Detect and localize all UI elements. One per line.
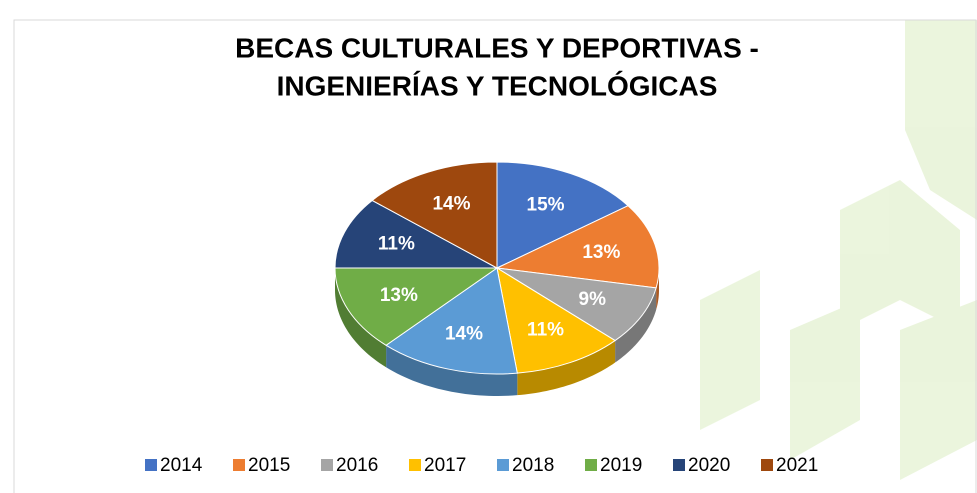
pie-slice <box>495 205 660 289</box>
legend-swatch <box>409 459 421 471</box>
legend-swatch <box>585 459 597 471</box>
data-label: 9% <box>579 289 607 310</box>
legend-label: 2021 <box>776 455 818 476</box>
data-label: 14% <box>445 324 483 345</box>
pie-slice <box>496 161 629 269</box>
pie-slice <box>334 199 498 269</box>
legend-label: 2017 <box>424 455 466 476</box>
legend-swatch <box>761 459 773 471</box>
data-label: 13% <box>582 242 620 263</box>
chart-border <box>13 19 977 493</box>
data-label: 14% <box>432 194 470 215</box>
chart-title: BECAS CULTURALES Y DEPORTIVAS - <box>235 32 759 63</box>
data-label: 13% <box>380 285 418 306</box>
pie-slice-side <box>615 287 657 363</box>
watermark <box>700 20 977 480</box>
data-label: 11% <box>378 233 415 254</box>
pie-slice <box>385 267 518 375</box>
legend-label: 2020 <box>688 455 730 476</box>
pie-slice <box>496 267 657 342</box>
pie-slice <box>371 161 498 269</box>
data-label: 15% <box>527 195 565 216</box>
legend-label: 2015 <box>248 455 290 476</box>
legend-swatch <box>497 459 509 471</box>
legend-label: 2018 <box>512 455 554 476</box>
pie-slice <box>496 266 617 374</box>
legend-swatch <box>233 459 245 471</box>
legend-swatch <box>145 459 157 471</box>
pie-slice-side <box>335 268 387 368</box>
chart-title: INGENIERÍAS Y TECNOLÓGICAS <box>277 70 718 101</box>
pie-slice-side <box>517 340 616 396</box>
legend-label: 2019 <box>600 455 642 476</box>
pie-slice-side <box>386 345 518 396</box>
legend-swatch <box>321 459 333 471</box>
legend-label: 2014 <box>160 455 203 476</box>
legend-swatch <box>673 459 685 471</box>
legend-label: 2016 <box>336 455 378 476</box>
data-label: 11% <box>527 319 564 340</box>
pie-slice <box>334 267 499 346</box>
